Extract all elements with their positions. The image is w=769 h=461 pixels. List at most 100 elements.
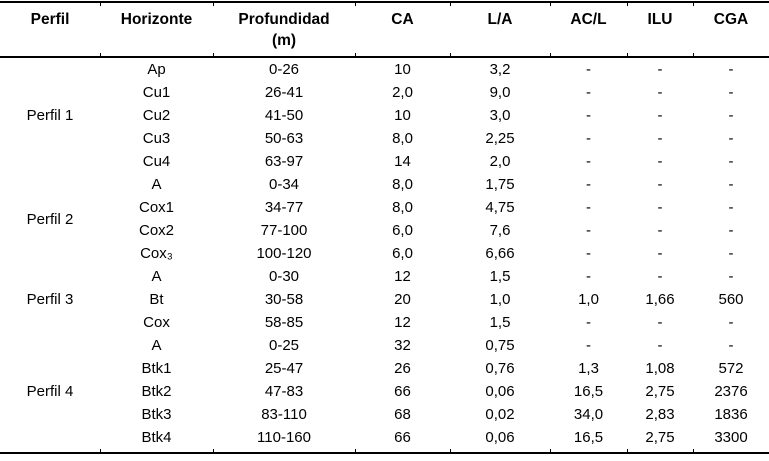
table-cell: 1,75 (485, 176, 515, 193)
table-row: Cu4 63-97 14 2,0 - - - (0, 150, 769, 173)
table-row: Cu1 26-41 2,0 9,0 - - - (0, 81, 769, 104)
table-row: Perfil 2 A 0-34 8,0 1,75 - - - (0, 173, 769, 228)
table-cell: - (728, 153, 734, 170)
perfil-label: Perfil 1 (26, 107, 74, 124)
top-rule (0, 1, 769, 6)
table-cell: 1,5 (489, 268, 511, 285)
table-cell: 0-34 (268, 176, 300, 193)
header-separator-rule (0, 53, 769, 58)
table-cell: - (728, 107, 734, 124)
table-cell: 1,3 (578, 360, 599, 377)
table-cell: - (586, 337, 591, 354)
table-cell: 4,75 (485, 199, 515, 216)
table-cell: - (657, 153, 663, 170)
column-header-perfil: Perfil (30, 11, 70, 28)
table-cell: 50-63 (264, 130, 304, 147)
table-cell: - (657, 268, 663, 285)
table-cell: - (657, 107, 663, 124)
column-header-ilu: ILU (647, 11, 673, 28)
table-cell: 0-26 (268, 61, 300, 78)
table-cell: 2,75 (645, 429, 675, 446)
column-tick (692, 53, 769, 58)
table-cell: - (728, 199, 734, 216)
table-cell: 9,0 (489, 84, 511, 101)
table-cell: A (151, 268, 162, 285)
table-cell: 10 (394, 107, 411, 124)
column-header-profundidad: Profundidad (m) (213, 6, 355, 53)
table-cell: - (586, 245, 591, 262)
table-cell: 2376 (714, 383, 748, 400)
column-header-cga: CGA (713, 11, 749, 28)
table-cell: - (728, 130, 734, 147)
table-cell: - (728, 268, 734, 285)
table-cell: Cu1 (142, 84, 171, 101)
table-cell: 3300 (714, 429, 748, 446)
table-cell: 1,66 (645, 291, 675, 308)
table-cell: 66 (394, 383, 411, 400)
table-cell: 0,06 (485, 383, 515, 400)
table-cell: - (657, 130, 663, 147)
table-cell: 12 (394, 314, 411, 331)
table-cell: Btk4 (141, 429, 172, 446)
table-cell: 1,0 (578, 291, 599, 308)
table-cell: 110-160 (257, 429, 311, 446)
table-cell: - (586, 61, 591, 78)
table-cell: - (728, 176, 734, 193)
column-tick (99, 449, 213, 454)
table-cell: - (586, 130, 591, 147)
table-cell: 14 (394, 153, 411, 170)
table-cell: 0,75 (485, 337, 515, 354)
table-row: Cox2 77-100 6,0 7,6 - - - (0, 219, 769, 242)
table-cell: 7,6 (489, 222, 511, 239)
header-row: Perfil Horizonte Profundidad (m) CA L/A … (0, 6, 769, 53)
table-cell: 26-41 (264, 84, 304, 101)
table-cell: 10 (394, 61, 411, 78)
table-cell: 66 (394, 429, 411, 446)
column-tick (549, 1, 627, 6)
column-tick (354, 449, 450, 454)
column-tick (0, 449, 100, 454)
table-cell: - (728, 61, 734, 78)
table-cell: 6,0 (392, 245, 413, 262)
table-cell: 100-120 (256, 245, 312, 262)
table-cell: 8,0 (392, 176, 413, 193)
table-foot (0, 449, 769, 454)
table-cell: - (728, 337, 734, 354)
table-cell: 0,76 (485, 360, 515, 377)
table-cell: 47-83 (264, 383, 304, 400)
table-cell: 34,0 (573, 406, 604, 423)
table-cell: 2,25 (485, 130, 515, 147)
table-cell: 26 (394, 360, 411, 377)
table-row: Cox1 34-77 8,0 4,75 - - - (0, 196, 769, 219)
table-row: Btk1 25-47 26 0,76 1,3 1,08 572 (0, 357, 769, 380)
table-cell: - (728, 245, 734, 262)
table-cell: Cox1 (138, 199, 175, 216)
table-cell: A (151, 176, 162, 193)
table-row: Btk4 110-160 66 0,06 16,5 2,75 3300 (0, 426, 769, 449)
table-cell: 8,0 (392, 199, 413, 216)
table-cell: - (657, 314, 663, 331)
table-cell: - (586, 84, 591, 101)
table-cell: Cox₃ (140, 245, 173, 262)
table-row: Cu2 41-50 10 3,0 - - - (0, 104, 769, 127)
table-cell: 30-58 (264, 291, 304, 308)
table-cell: - (728, 84, 734, 101)
table-cell: - (586, 314, 591, 331)
table-row: Btk2 47-83 66 0,06 16,5 2,75 2376 (0, 380, 769, 403)
table-cell: Cu3 (142, 130, 171, 147)
table-row: Cu3 50-63 8,0 2,25 - - - (0, 127, 769, 150)
table-cell: 1,5 (489, 314, 511, 331)
column-tick (0, 1, 100, 6)
table-row: Btk3 83-110 68 0,02 34,0 2,83 1836 (0, 403, 769, 426)
table-cell: 560 (718, 291, 744, 308)
header-unit: (m) (271, 32, 297, 49)
table-cell: - (586, 107, 591, 124)
table-cell: 2,83 (645, 406, 675, 423)
table-cell: - (728, 222, 734, 239)
table-cell: - (657, 337, 663, 354)
table-cell: - (657, 199, 663, 216)
column-tick (692, 1, 769, 6)
table-cell: - (657, 245, 663, 262)
table-head: Perfil Horizonte Profundidad (m) CA L/A … (0, 1, 769, 58)
table-cell: 77-100 (260, 222, 308, 239)
